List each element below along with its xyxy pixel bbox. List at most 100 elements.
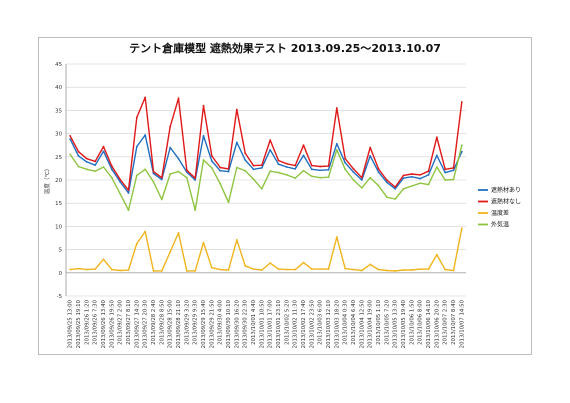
data-point: [169, 251, 172, 253]
data-point: [277, 268, 280, 270]
data-point: [135, 174, 138, 177]
data-point: [435, 166, 438, 168]
data-point: [160, 176, 163, 179]
data-point: [410, 269, 413, 271]
x-tick-label: 2013/10/07 8:40: [451, 299, 457, 344]
data-point: [360, 269, 363, 272]
x-tick-label: 2013/09/27 8:10: [126, 299, 132, 344]
x-tick-label: 2013/09/28 8:50: [159, 299, 165, 344]
data-point: [152, 170, 155, 173]
data-point: [377, 167, 380, 170]
data-point: [210, 160, 213, 162]
x-tick-label: 2013/09/27 2:00: [118, 299, 124, 344]
data-point: [119, 269, 122, 272]
data-point: [310, 168, 313, 171]
data-point: [119, 180, 122, 183]
data-point: [410, 185, 413, 187]
data-point: [260, 164, 263, 167]
data-point: [327, 176, 330, 179]
data-point: [410, 175, 413, 178]
data-point: [160, 198, 163, 201]
legend-label: 遮熱材あり: [491, 186, 521, 194]
data-point: [110, 268, 113, 271]
data-point: [427, 173, 430, 176]
data-point: [419, 173, 422, 176]
data-point: [419, 177, 422, 180]
data-point: [360, 179, 363, 181]
data-point: [110, 176, 113, 179]
data-point: [402, 187, 405, 190]
x-tick-label: 2013/09/26 19:50: [109, 299, 115, 348]
data-point: [152, 270, 155, 272]
data-point: [352, 171, 355, 174]
x-tick-label: 2013/10/07 14:50: [459, 299, 465, 348]
data-point: [335, 107, 338, 109]
data-point: [444, 171, 447, 174]
x-tick-label: 2013/10/04 19:00: [368, 299, 374, 348]
x-tick-label: 2013/10/02 23:50: [309, 299, 315, 348]
x-tick-label: 2013/09/26 13:40: [101, 299, 107, 348]
x-tick-label: 2013/09/29 9:30: [193, 299, 199, 344]
data-point: [335, 142, 338, 145]
x-tick-label: 2013/09/29 15:40: [201, 299, 207, 348]
data-point: [360, 176, 363, 179]
x-tick-label: 2013/09/30 4:00: [218, 299, 224, 344]
data-point: [277, 163, 280, 166]
data-point: [377, 171, 380, 174]
data-point: [235, 141, 238, 144]
data-point: [410, 173, 413, 175]
data-point: [77, 267, 80, 270]
data-point: [202, 159, 205, 161]
data-point: [127, 189, 130, 192]
data-point: [77, 154, 80, 157]
data-point: [260, 187, 263, 190]
grid-lines: [65, 63, 466, 297]
data-point: [135, 242, 138, 245]
data-point: [210, 154, 213, 157]
x-tick-label: 2013/10/06 14:10: [426, 299, 432, 348]
data-point: [194, 177, 197, 180]
data-point: [277, 159, 280, 162]
series-line: [70, 228, 463, 272]
data-point: [135, 145, 138, 148]
data-point: [110, 165, 113, 167]
data-point: [94, 160, 97, 163]
data-point: [402, 269, 405, 271]
y-tick-label: 5: [59, 248, 62, 254]
x-tick-label: 2013/10/01 4:40: [251, 299, 257, 344]
x-tick-label: 2013/10/06 1:50: [409, 299, 415, 344]
x-tick-label: 2013/10/06 8:00: [418, 299, 424, 344]
data-point: [460, 227, 463, 230]
data-point: [85, 268, 88, 271]
x-tick-label: 2013/09/25 19:10: [76, 299, 82, 348]
x-tick-label: 2013/10/01 10:50: [259, 299, 265, 348]
data-point: [169, 146, 172, 149]
x-tick-label: 2013/09/28 15:00: [168, 299, 174, 348]
data-point: [144, 230, 147, 233]
data-point: [110, 168, 113, 171]
data-point: [177, 170, 180, 173]
x-tick-label: 2013/09/29 21:50: [209, 299, 215, 348]
data-point: [435, 253, 438, 256]
x-tick-label: 2013/10/02 5:20: [284, 299, 290, 344]
data-point: [177, 97, 180, 100]
data-point: [85, 161, 88, 163]
data-point: [144, 168, 147, 171]
data-point: [294, 167, 297, 170]
data-point: [402, 177, 405, 180]
data-point: [185, 169, 188, 172]
x-tick-label: 2013/10/03 6:00: [318, 299, 324, 344]
data-point: [252, 164, 255, 167]
x-tick-label: 2013/10/07 2:30: [443, 299, 449, 344]
x-tick-label: 2013/09/26 7:30: [93, 299, 99, 344]
x-tick-labels: 2013/09/25 13:00 2013/09/25 19:10 2013/09/…: [68, 299, 466, 348]
data-point: [244, 264, 247, 267]
data-point: [344, 161, 347, 164]
data-point: [185, 270, 188, 272]
data-point: [252, 268, 255, 270]
x-tick-label: 2013/09/27 14:20: [134, 299, 140, 348]
x-tick-label: 2013/10/04 12:50: [359, 299, 365, 348]
series-lines: [69, 96, 463, 272]
